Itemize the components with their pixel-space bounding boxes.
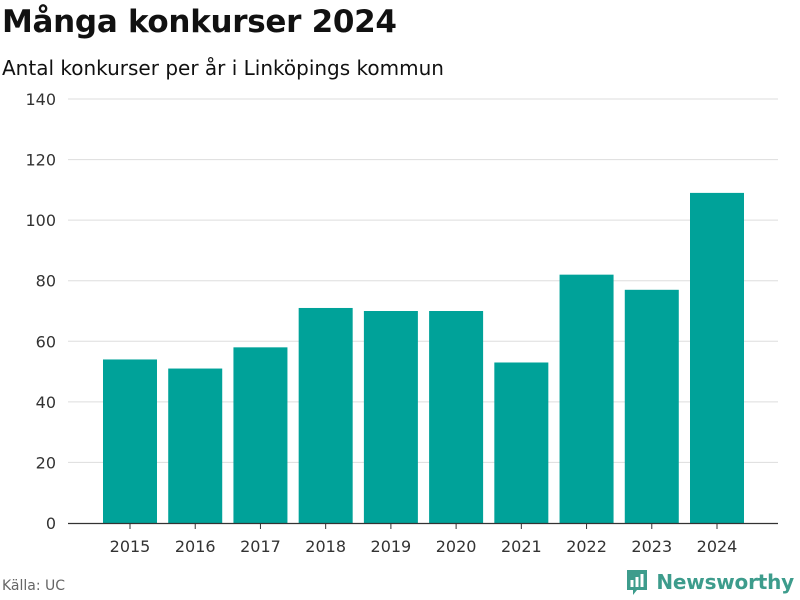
y-tick-label: 80 bbox=[36, 272, 56, 291]
newsworthy-logo-icon bbox=[627, 570, 648, 595]
x-tick-label: 2021 bbox=[501, 537, 542, 556]
x-tick-label: 2023 bbox=[631, 537, 672, 556]
x-tick-label: 2016 bbox=[175, 537, 216, 556]
y-tick-label: 120 bbox=[25, 151, 56, 170]
x-tick-label: 2015 bbox=[110, 537, 151, 556]
y-tick-label: 60 bbox=[36, 332, 56, 351]
x-tick-label: 2019 bbox=[371, 537, 412, 556]
bar-2021 bbox=[494, 362, 549, 523]
bar-2022 bbox=[559, 274, 614, 523]
bar-2017 bbox=[233, 347, 288, 523]
y-tick-label: 20 bbox=[36, 453, 56, 472]
y-tick-label: 100 bbox=[25, 211, 56, 230]
brand-logo[interactable]: Newsworthy bbox=[625, 568, 794, 596]
x-tick-label: 2020 bbox=[436, 537, 477, 556]
chart-subtitle: Antal konkurser per år i Linköpings komm… bbox=[2, 56, 444, 80]
y-tick-label: 40 bbox=[36, 393, 56, 412]
brand-name: Newsworthy bbox=[656, 570, 794, 594]
bar-2015 bbox=[103, 359, 157, 523]
bar-2023 bbox=[624, 289, 679, 523]
chart-title: Många konkurser 2024 bbox=[2, 4, 397, 40]
bar-2020 bbox=[429, 311, 484, 523]
bar-2018 bbox=[298, 307, 353, 523]
x-tick-label: 2017 bbox=[240, 537, 281, 556]
x-tick-label: 2024 bbox=[697, 537, 738, 556]
x-tick-label: 2022 bbox=[566, 537, 607, 556]
y-tick-label: 140 bbox=[25, 90, 56, 109]
bar-2016 bbox=[168, 368, 223, 523]
y-tick-label: 0 bbox=[46, 514, 56, 533]
source-note: Källa: UC bbox=[2, 578, 66, 594]
x-tick-label: 2018 bbox=[305, 537, 346, 556]
bar-2024 bbox=[690, 192, 744, 523]
bar-2019 bbox=[363, 311, 418, 523]
